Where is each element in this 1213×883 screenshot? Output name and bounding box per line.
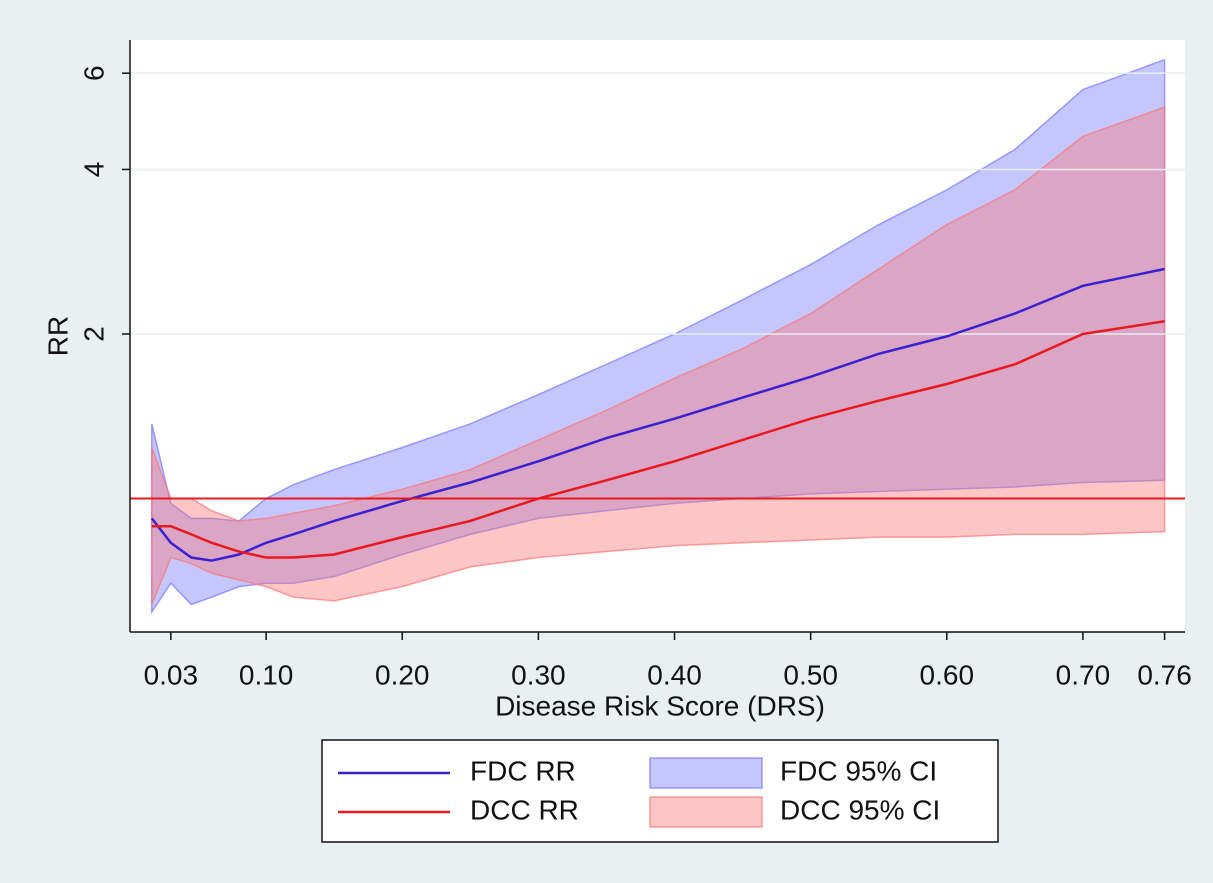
x-axis-title: Disease Risk Score (DRS) bbox=[495, 690, 825, 721]
legend-label: DCC RR bbox=[470, 794, 579, 825]
plot-area bbox=[130, 40, 1185, 632]
x-tick-label: 0.60 bbox=[920, 659, 975, 690]
ci-band bbox=[151, 106, 1166, 605]
y-tick-label: 4 bbox=[78, 162, 109, 178]
lines bbox=[130, 267, 1185, 562]
legend-box bbox=[321, 739, 999, 843]
y-axis-title: RR bbox=[42, 316, 73, 356]
y-tick-label: 6 bbox=[78, 65, 109, 81]
bands bbox=[151, 58, 1166, 615]
legend-label: DCC 95% CI bbox=[780, 794, 940, 825]
x-tick-label: 0.76 bbox=[1137, 659, 1192, 690]
rr-line bbox=[151, 320, 1165, 559]
y-tick-label: 2 bbox=[78, 326, 109, 342]
legend-label: FDC 95% CI bbox=[780, 755, 937, 786]
legend-swatch bbox=[649, 757, 763, 789]
x-tick-label: 0.10 bbox=[239, 659, 294, 690]
legend-swatch bbox=[649, 796, 763, 828]
rr-line bbox=[150, 267, 1165, 562]
x-tick-label: 0.50 bbox=[783, 659, 838, 690]
x-tick-label: 0.70 bbox=[1056, 659, 1111, 690]
x-tick-label: 0.03 bbox=[144, 659, 199, 690]
legend: FDC RR DCC RR FDC 95% CI DCC 95% CI bbox=[338, 755, 940, 828]
legend-label: FDC RR bbox=[470, 755, 576, 786]
x-tick-label: 0.30 bbox=[511, 659, 566, 690]
x-tick-label: 0.40 bbox=[647, 659, 702, 690]
grid bbox=[130, 72, 1185, 335]
x-tick-label: 0.20 bbox=[375, 659, 430, 690]
